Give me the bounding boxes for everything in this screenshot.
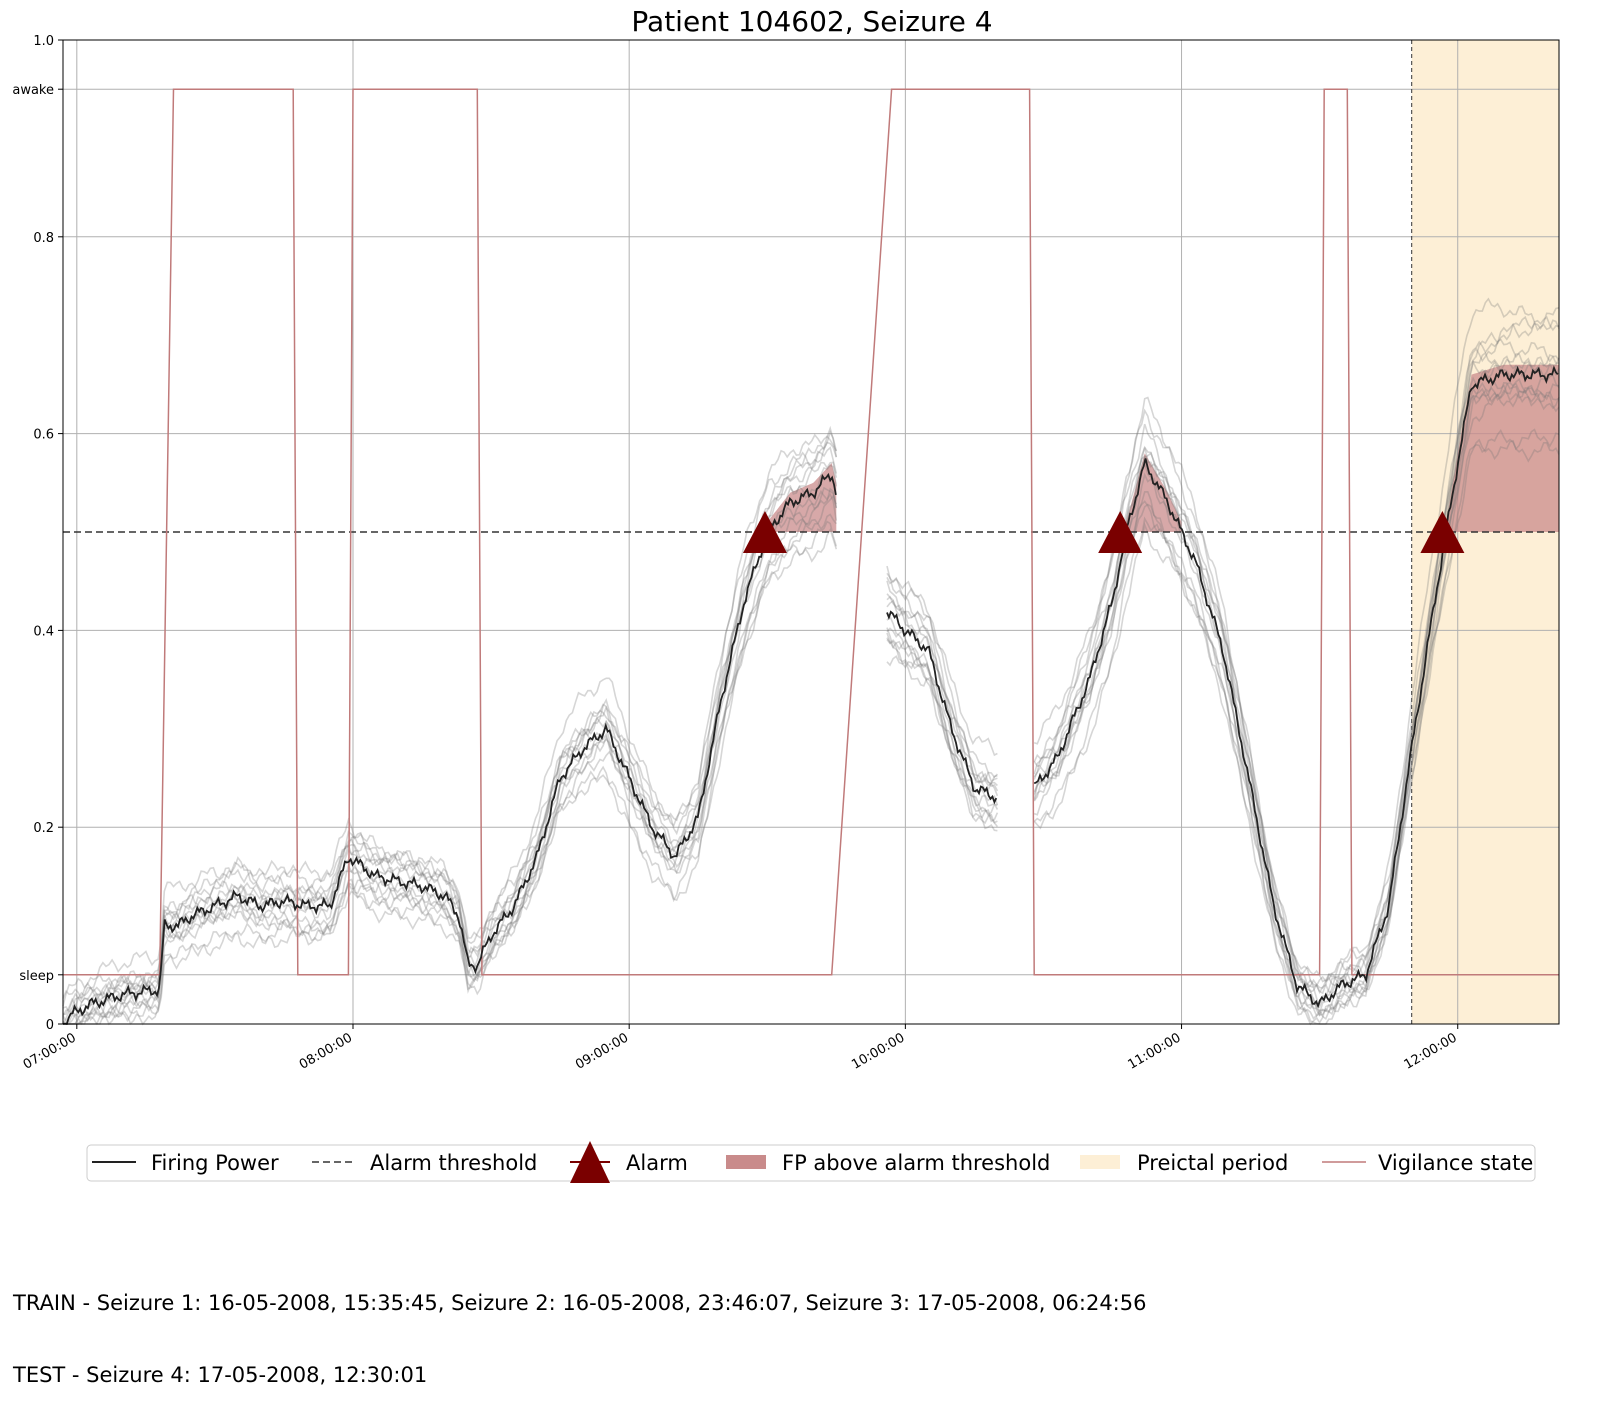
alarm-marker [1420,511,1465,553]
ensemble-line [62,425,838,1014]
legend-box [86,1144,1536,1182]
ensemble-line [62,446,838,1017]
y-tick-label: sleep [19,969,54,984]
x-tick-label: 09:00:00 [573,1030,631,1072]
alarm-marker [742,511,787,553]
ensemble-line [63,520,838,1025]
ensemble-line [1033,438,1560,1017]
fp-above-threshold-area [767,463,837,532]
series-lines [62,88,1559,1026]
firing-power-line [1033,365,1559,1009]
y-tick-label: 0.8 [33,231,54,246]
ensemble-line [886,655,998,817]
ensemble-line [886,639,999,807]
legend-label: Firing Power [151,1151,279,1175]
train-seizures-text: TRAIN - Seizure 1: 16-05-2008, 15:35:45,… [13,1291,1147,1315]
legend-label: Alarm [626,1151,688,1175]
legend-label: FP above alarm threshold [782,1151,1050,1175]
ensemble-line [1033,374,1560,1021]
ensemble-line [886,614,999,828]
ensemble-line [62,441,838,1023]
ensemble-line [62,433,838,1015]
x-tick-label: 10:00:00 [849,1030,907,1072]
ensemble-line [62,430,838,1001]
x-tick-label: 11:00:00 [1125,1030,1183,1072]
y-tick-label: 0.4 [33,624,54,639]
ensemble-line [886,593,999,797]
test-seizure-text: TEST - Seizure 4: 17-05-2008, 12:30:01 [13,1363,428,1387]
legend-alarm-marker [570,1141,610,1183]
x-tick-label: 08:00:00 [297,1030,355,1072]
y-tick-label: 1.0 [33,34,54,49]
ensemble-line [63,494,838,1026]
x-tick-label: 07:00:00 [21,1030,79,1072]
ensemble-line [886,576,998,785]
plot-frame [62,39,1560,1025]
legend-label: Alarm threshold [370,1151,537,1175]
fp-above-threshold-area [1126,453,1182,532]
ensemble-line [886,565,998,783]
y-tick-label: 0.6 [33,428,54,443]
legend-label: Vigilance state [1378,1151,1533,1175]
y-tick-label: 0 [46,1018,54,1033]
chart-title: Patient 104602, Seizure 4 [631,5,992,38]
legend-preictal-swatch [1080,1155,1120,1169]
ensemble-line [62,464,838,1024]
ensemble-line [886,595,998,784]
seizure-info: TRAIN - Seizure 1: 16-05-2008, 15:35:45,… [13,1243,1146,1411]
ensemble-line [886,572,998,757]
ensemble-line [886,599,998,792]
fp-above-threshold-area [1447,364,1559,532]
vigilance-state-line [63,88,1559,976]
alarm-marker [1098,511,1143,553]
ensemble-line [62,461,838,1007]
ensemble-line [1033,381,1560,1017]
firing-power-line [886,610,998,805]
ensemble-line [1033,381,1560,1026]
ensemble-lines [62,297,1560,1026]
y-tick-label: awake [12,83,54,98]
x-tick-label: 12:00:00 [1402,1030,1460,1072]
ensemble-line [886,580,999,792]
ensemble-line [1033,381,1560,1025]
legend-label: Preictal period [1137,1151,1288,1175]
ensemble-line [63,489,838,1025]
y-tick-label: 0.2 [33,821,54,836]
ensemble-line [886,627,998,824]
ensemble-line [886,632,999,823]
alarm-markers [742,511,1465,553]
chart: Patient 104602, Seizure 4 0 sleep 0.2 0.4 0.… [12,5,1560,1183]
ensemble-line [63,486,838,1025]
ensemble-line [1033,428,1560,1018]
firing-power-line [62,472,837,1026]
ensemble-line [886,627,998,832]
ensemble-line [62,513,837,1026]
fp-above-threshold-fills [767,364,1559,532]
ensemble-line [63,527,838,1025]
legend-fp-swatch [726,1155,766,1169]
legend: Firing Power Alarm threshold Alarm FP above… [86,1141,1536,1183]
ensemble-line [1033,297,1560,989]
ensemble-line [62,487,838,1025]
